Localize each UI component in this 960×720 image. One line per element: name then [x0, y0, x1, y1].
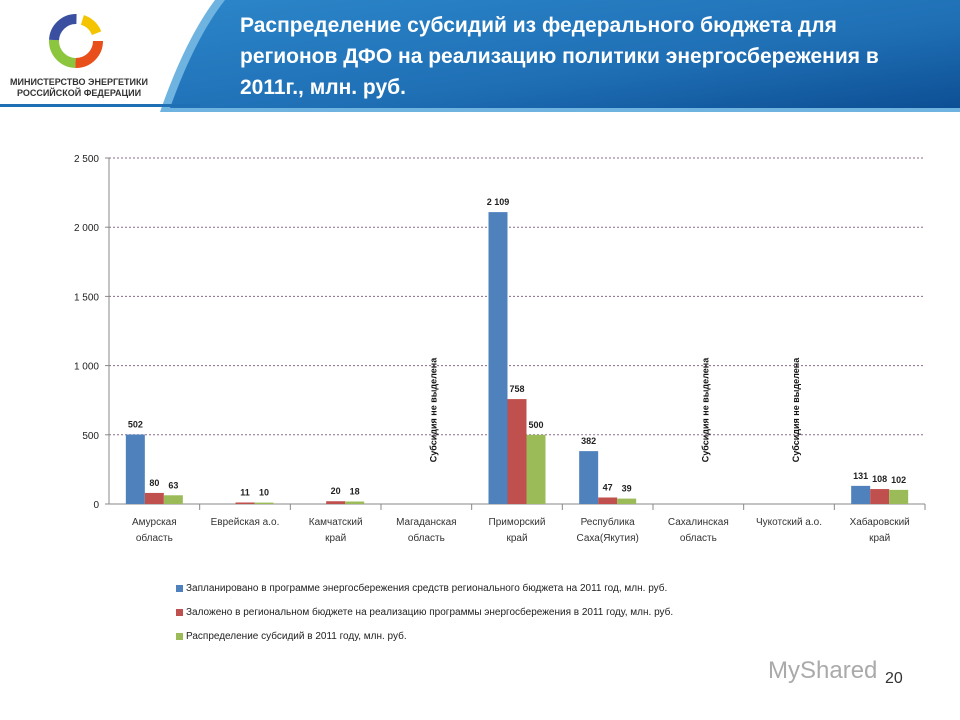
watermark: MyShared [768, 657, 878, 684]
x-tick-label: область [136, 532, 173, 544]
slide-title: Распределение субсидий из федерального б… [240, 14, 879, 99]
data-label: 500 [528, 420, 543, 430]
x-tick-label: Магаданская [396, 517, 456, 528]
bar [235, 502, 255, 504]
x-tick-label: Республика [581, 516, 636, 528]
legend-swatch [176, 633, 183, 640]
annotation: Субсидия не выделена [700, 357, 710, 462]
legend-label: Запланировано в программе энергосбережен… [186, 583, 668, 594]
x-tick-label: край [325, 533, 346, 544]
x-tick-label: край [869, 533, 890, 544]
y-tick-label: 1 500 [74, 292, 99, 303]
x-tick-label: Еврейская а.о. [211, 517, 280, 528]
data-label: 2 109 [487, 197, 510, 207]
data-label: 10 [259, 488, 269, 498]
header-banner [0, 0, 960, 112]
legend-swatch [176, 609, 183, 616]
y-tick-label: 0 [93, 500, 99, 511]
y-tick-label: 500 [82, 431, 99, 442]
data-label: 758 [509, 384, 524, 394]
data-label: 382 [581, 436, 596, 446]
bar [345, 501, 365, 504]
x-tick-label: Сахалинская [668, 517, 729, 528]
y-tick-label: 1 000 [74, 362, 99, 373]
x-tick-label: край [506, 533, 527, 544]
page-number: 20 [885, 670, 903, 687]
x-tick-label: Приморский [489, 517, 546, 528]
legend-item: Распределение субсидий в 2011 году, млн.… [176, 631, 407, 642]
x-tick-label: область [680, 532, 717, 544]
x-tick-label: Саха(Якутия) [577, 533, 639, 544]
annotation: Субсидия не выделена [791, 357, 801, 462]
x-tick-label: Амурская [132, 517, 177, 528]
annotation: Субсидия не выделена [428, 357, 438, 462]
data-label: 47 [603, 482, 613, 492]
ministry-logo [49, 14, 103, 68]
x-tick-label: Камчатский [309, 517, 363, 528]
x-tick-label: область [408, 532, 445, 544]
data-label: 11 [240, 487, 250, 497]
y-tick-label: 2 000 [74, 223, 99, 234]
bar [598, 497, 618, 504]
legend-item: Заложено в региональном бюджете на реали… [176, 607, 673, 618]
bar [526, 434, 546, 504]
bar [144, 492, 164, 504]
ministry-name: МИНИСТЕРСТВО ЭНЕРГЕТИКИ РОССИЙСКОЙ ФЕДЕР… [10, 77, 148, 98]
legend-swatch [176, 585, 183, 592]
bar [163, 495, 183, 504]
data-label: 108 [872, 474, 887, 484]
data-label: 20 [331, 486, 341, 496]
header: МИНИСТЕРСТВО ЭНЕРГЕТИКИ РОССИЙСКОЙ ФЕДЕР… [0, 0, 960, 112]
legend-label: Заложено в региональном бюджете на реали… [186, 607, 674, 618]
y-tick-label: 2 500 [74, 154, 99, 165]
bar [851, 485, 871, 504]
x-tick-label: Хабаровский [850, 516, 910, 528]
data-label: 63 [168, 480, 178, 490]
data-label: 39 [622, 484, 632, 494]
data-label: 131 [853, 471, 868, 481]
data-label: 18 [350, 487, 360, 497]
bar [579, 451, 599, 504]
bar [125, 434, 145, 504]
legend-item: Запланировано в программе энергосбережен… [176, 583, 667, 594]
data-label: 80 [149, 478, 159, 488]
x-tick-label: Чукотский а.о. [756, 517, 822, 528]
bar [617, 498, 637, 504]
legend-label: Распределение субсидий в 2011 году, млн.… [186, 631, 407, 642]
bar [254, 502, 274, 504]
bar [488, 212, 508, 505]
bar [326, 501, 346, 504]
bar [507, 399, 527, 504]
bar [870, 489, 890, 504]
bar [889, 489, 909, 504]
data-label: 102 [891, 475, 906, 485]
data-label: 502 [128, 420, 143, 430]
